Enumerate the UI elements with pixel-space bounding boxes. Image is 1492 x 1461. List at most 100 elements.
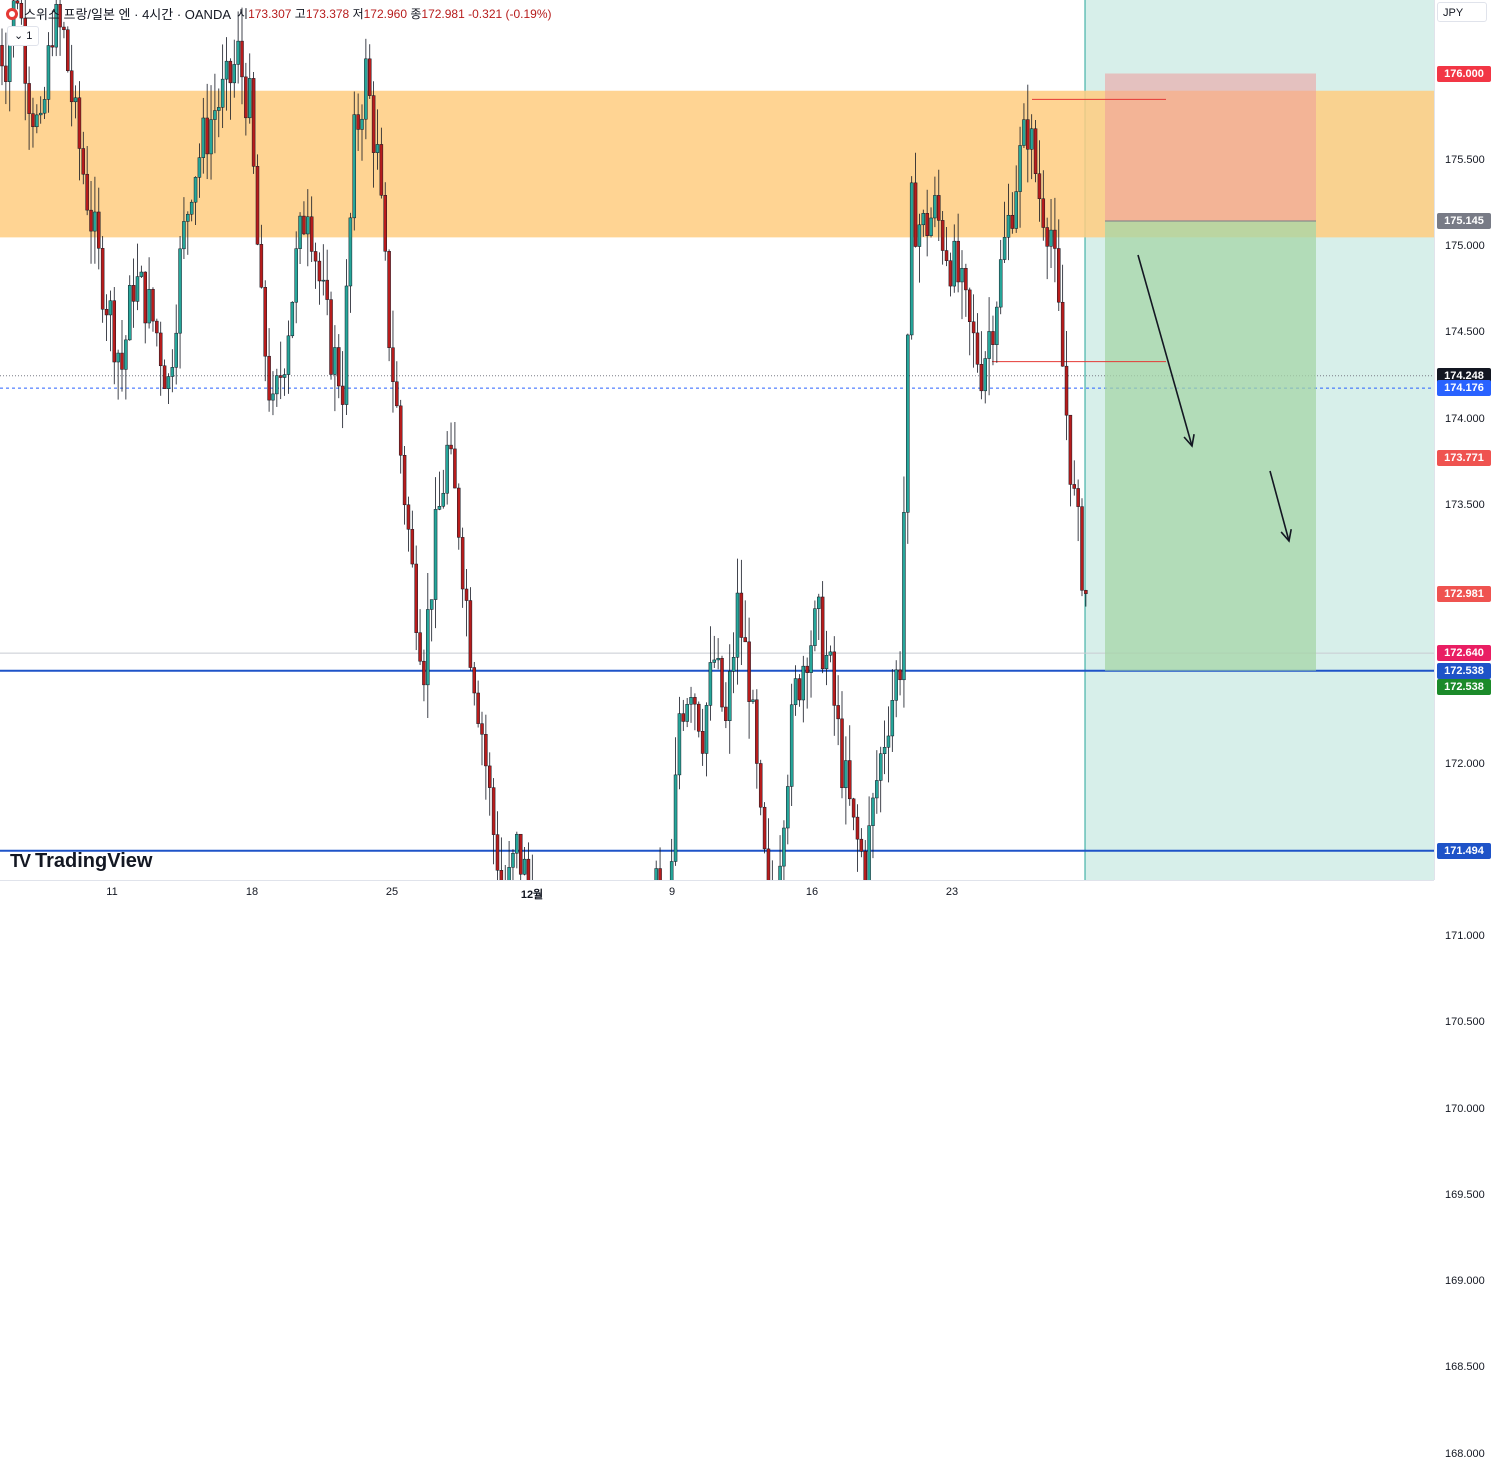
candle-body: [847, 760, 852, 800]
candle-body: [236, 40, 240, 65]
candle-body: [925, 213, 929, 236]
symbol-legend: 스위스 프랑/일본 엔 · 4시간 · OANDA 시173.307 고173.…: [6, 4, 552, 23]
candle-body: [720, 658, 724, 708]
candle-body: [801, 665, 806, 701]
candle-body: [878, 753, 883, 781]
chart-canvas[interactable]: [0, 0, 1434, 880]
candle-body: [1014, 191, 1018, 229]
candle-body: [46, 45, 51, 100]
candle-body: [186, 213, 190, 222]
indicator-count: 1: [26, 30, 33, 42]
candle-body: [1076, 488, 1080, 507]
candle-body: [306, 216, 310, 235]
candle-body: [1084, 590, 1088, 594]
price-tick-label: 169.000: [1445, 1275, 1485, 1287]
candle-body: [433, 509, 438, 600]
arrow-down-2-head: [1280, 529, 1292, 543]
candle-body: [387, 251, 391, 348]
candle-body: [193, 177, 198, 203]
currency-button[interactable]: JPY: [1437, 2, 1487, 22]
price-tag: 171.494: [1437, 842, 1491, 859]
candle-body: [139, 271, 144, 277]
candle-body: [97, 211, 101, 249]
candle-body: [453, 448, 457, 489]
candle-body: [859, 838, 864, 852]
indicator-collapse-toggle[interactable]: ⌄ 1: [7, 26, 40, 46]
candle-body: [817, 596, 821, 609]
price-tag: 173.771: [1437, 450, 1491, 466]
candle-body: [1018, 145, 1022, 192]
candle-body: [286, 335, 291, 375]
time-axis[interactable]: 11 18 25 12월 9 16 23: [0, 880, 1434, 901]
time-tick-label: 25: [385, 886, 399, 898]
price-tick-label: 172.000: [1445, 757, 1485, 770]
candle-body: [669, 861, 674, 880]
tradingview-logo[interactable]: TV TradingView: [10, 850, 152, 873]
candle-body: [213, 110, 217, 120]
candle-body: [518, 833, 523, 875]
candle-body: [151, 289, 155, 322]
candle-body: [762, 806, 767, 850]
candle-body: [708, 662, 713, 706]
candle-body: [654, 868, 658, 880]
price-tag: 174.248: [1437, 367, 1491, 384]
candle-body: [259, 244, 264, 288]
tradingview-logo-icon: TV: [10, 851, 31, 871]
candle-body: [344, 285, 349, 405]
candle-body: [77, 97, 82, 149]
candle-body: [232, 64, 237, 84]
candle-body: [402, 454, 407, 506]
candle-body: [398, 405, 403, 456]
candle-body: [484, 734, 488, 767]
chart-pane[interactable]: [0, 0, 1434, 880]
candle-body: [445, 444, 449, 494]
price-tag: 172.640: [1437, 645, 1491, 662]
symbol-title[interactable]: 스위스 프랑/일본 엔 · 4시간 · OANDA: [24, 7, 232, 22]
candle-body: [948, 260, 953, 287]
candle-body: [309, 216, 314, 252]
candle-body: [964, 268, 968, 291]
candle-body: [1053, 229, 1057, 249]
candle-body: [170, 367, 175, 377]
candle-body: [124, 339, 128, 370]
time-tick-label: 9: [668, 886, 676, 898]
candle-body: [1026, 119, 1030, 150]
price-tick-label: 174.500: [1445, 326, 1485, 339]
candle-body: [1068, 414, 1073, 485]
candle-body: [933, 195, 937, 219]
candle-body: [50, 45, 55, 48]
candle-body: [294, 248, 298, 303]
candle-body: [472, 667, 477, 694]
candle-body: [875, 780, 879, 799]
candle-body: [371, 95, 376, 153]
candle-body: [693, 697, 697, 705]
candle-body: [998, 259, 1003, 308]
candle-body: [507, 867, 511, 880]
candle-body: [278, 375, 283, 378]
candle-body: [263, 287, 267, 357]
candle-body: [69, 70, 74, 103]
candle-body: [851, 798, 856, 818]
candle-body: [743, 637, 747, 643]
candle-body: [480, 723, 484, 735]
candle-body: [116, 352, 120, 363]
candle-body: [313, 251, 318, 262]
candle-body: [224, 60, 229, 80]
candle-body: [995, 306, 999, 345]
candle-body: [1049, 229, 1053, 247]
candle-body: [0, 45, 4, 67]
candle-body: [522, 858, 527, 875]
candle-body: [89, 209, 93, 232]
candle-body: [971, 321, 976, 334]
candle-body: [921, 213, 926, 226]
candle-body: [937, 195, 941, 221]
candle-body: [73, 97, 78, 103]
candle-body: [898, 669, 902, 681]
price-axis[interactable]: 177.500177.000176.500176.000175.500175.0…: [1434, 0, 1492, 1460]
candle-body: [352, 114, 357, 219]
candle-body: [437, 506, 442, 510]
candle-body: [956, 240, 960, 283]
candle-body: [162, 365, 167, 389]
candle-body: [205, 117, 209, 155]
candle-body: [247, 78, 252, 119]
